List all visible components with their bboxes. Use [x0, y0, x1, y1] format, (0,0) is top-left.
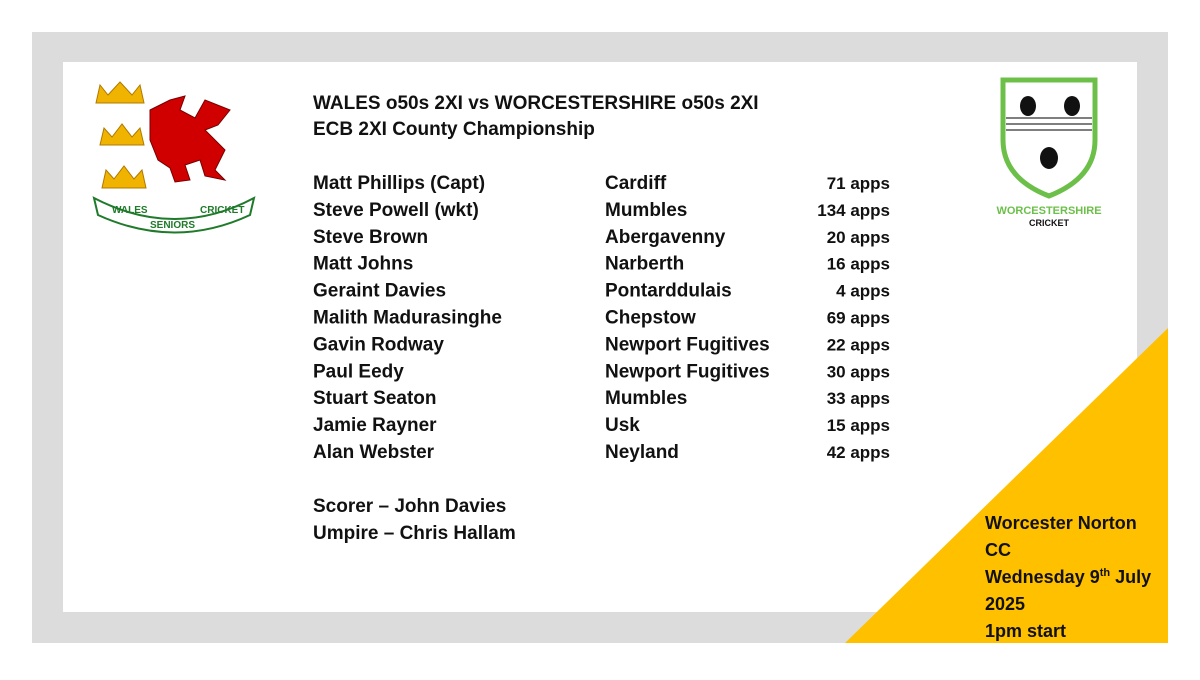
player-apps: 42 apps	[827, 443, 890, 462]
player-name: Gavin Rodway	[313, 334, 444, 355]
player-club: Abergavenny	[605, 227, 726, 248]
player-apps: 4 apps	[836, 282, 890, 301]
team-list: Matt Phillips (Capt) Cardiff 71 apps Steve …	[313, 173, 890, 463]
player-club: Neyland	[605, 442, 679, 463]
player-club: Cardiff	[605, 173, 667, 194]
corner-triangle	[845, 328, 1168, 643]
venue-line: Worcester Norton	[985, 513, 1137, 533]
logo-sub: CRICKET	[1029, 218, 1070, 228]
player-club: Pontarddulais	[605, 281, 732, 302]
player-club: Chepstow	[605, 308, 696, 329]
player-name: Stuart Seaton	[313, 388, 437, 409]
start-time: 1pm start	[985, 621, 1066, 641]
player-apps: 22 apps	[827, 335, 890, 354]
player-apps: 134 apps	[817, 201, 890, 220]
player-apps: 33 apps	[827, 389, 890, 408]
wales-logo: WALES SENIORS CRICKET	[92, 81, 256, 234]
player-name: Geraint Davies	[313, 281, 446, 302]
player-name: Paul Eedy	[313, 361, 404, 382]
subtitle: ECB 2XI County Championship	[313, 119, 595, 140]
date-month: July	[1115, 567, 1151, 587]
date-day: Wednesday 9	[985, 567, 1100, 587]
player-club: Mumbles	[605, 388, 687, 409]
worcestershire-logo: WORCESTERSHIRE CRICKET	[996, 77, 1102, 228]
player-name: Matt Johns	[313, 254, 413, 275]
venue-line: CC	[985, 540, 1011, 560]
player-club: Mumbles	[605, 200, 687, 221]
player-name: Malith Madurasinghe	[313, 308, 502, 329]
date-suffix: th	[1100, 567, 1111, 579]
player-club: Newport Fugitives	[605, 334, 770, 355]
date-line: Wednesday 9th July	[985, 567, 1151, 587]
player-club: Newport Fugitives	[605, 361, 770, 382]
panel	[63, 62, 1137, 612]
player-apps: 15 apps	[827, 416, 890, 435]
logo-word: SENIORS	[150, 220, 195, 231]
player-apps: 30 apps	[827, 362, 890, 381]
player-apps: 16 apps	[827, 255, 890, 274]
player-name: Matt Phillips (Capt)	[313, 173, 485, 194]
player-apps: 20 apps	[827, 228, 890, 247]
official: Scorer – John Davies	[313, 496, 506, 517]
player-name: Steve Powell (wkt)	[313, 200, 479, 221]
player-name: Alan Webster	[313, 442, 435, 463]
official: Umpire – Chris Hallam	[313, 523, 516, 544]
logo-word: WALES	[112, 205, 148, 216]
player-name: Jamie Rayner	[313, 415, 437, 436]
player-name: Steve Brown	[313, 227, 428, 248]
date-year: 2025	[985, 594, 1025, 614]
player-club: Narberth	[605, 254, 684, 275]
fixture: Worcester Norton CC Wednesday 9th July 20…	[985, 513, 1151, 641]
officials: Scorer – John Davies Umpire – Chris Halla…	[313, 496, 516, 544]
player-apps: 69 apps	[827, 309, 890, 328]
logo-name: WORCESTERSHIRE	[996, 205, 1101, 217]
title: WALES o50s 2XI vs WORCESTERSHIRE o50s 2X…	[313, 93, 759, 114]
player-apps: 71 apps	[827, 174, 890, 193]
logo-word: CRICKET	[200, 205, 244, 216]
player-club: Usk	[605, 415, 640, 436]
